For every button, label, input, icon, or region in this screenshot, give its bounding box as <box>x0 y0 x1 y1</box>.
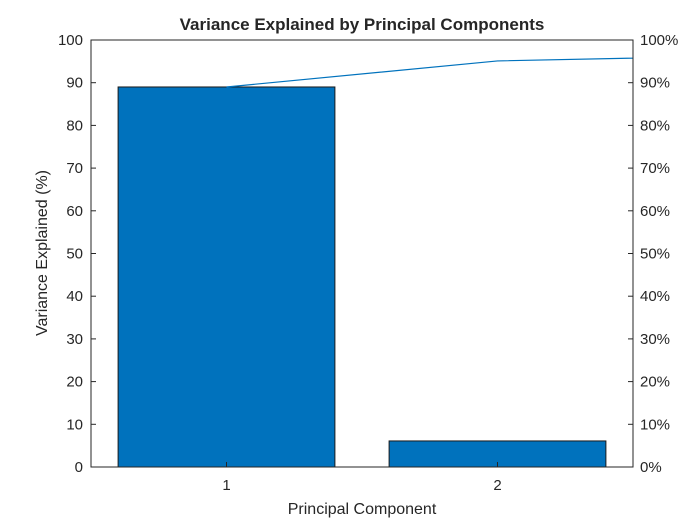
y-left-tick-label: 40 <box>66 288 83 305</box>
y-right-tick-label: 20% <box>640 374 670 391</box>
cumulative-variance-line <box>226 57 633 88</box>
y-right-tick-label: 100% <box>640 32 678 49</box>
y-right-tick-label: 50% <box>640 246 670 263</box>
y-left-tick-label: 20 <box>66 374 83 391</box>
bar-1 <box>117 86 336 468</box>
y-left-tick-label: 80 <box>66 117 83 134</box>
x-tick-label: 1 <box>222 477 230 494</box>
y-left-tick-label: 30 <box>66 331 83 348</box>
y-left-tick-label: 60 <box>66 203 83 220</box>
x-axis-label: Principal Component <box>288 501 437 518</box>
y-left-tick-label: 50 <box>66 246 83 263</box>
y-right-tick-label: 90% <box>640 75 670 92</box>
y-right-tick-label: 0% <box>640 459 662 476</box>
y-left-tick-label: 70 <box>66 160 83 177</box>
y-right-tick-label: 30% <box>640 331 670 348</box>
cumulative-line-layer <box>226 57 633 88</box>
y-axis-label: Variance Explained (%) <box>34 170 51 336</box>
y-right-tick-label: 70% <box>640 160 670 177</box>
y-left-tick-label: 90 <box>66 75 83 92</box>
y-left-tick-label: 100 <box>58 32 83 49</box>
y-left-tick-label: 10 <box>66 416 83 433</box>
bars-layer <box>117 86 607 468</box>
chart-title: Variance Explained by Principal Componen… <box>180 15 545 34</box>
x-tick-label: 2 <box>493 477 501 494</box>
y-right-tick-label: 40% <box>640 288 670 305</box>
y-right-tick-label: 60% <box>640 203 670 220</box>
y-axis-left: 0 10 20 30 40 50 60 70 80 90 100 <box>58 32 96 476</box>
y-axis-right: 0% 10% 20% 30% 40% 50% 60% 70% 80% 90% 100% <box>628 32 678 476</box>
y-right-tick-label: 10% <box>640 416 670 433</box>
y-right-tick-label: 80% <box>640 117 670 134</box>
y-left-tick-label: 0 <box>75 459 83 476</box>
